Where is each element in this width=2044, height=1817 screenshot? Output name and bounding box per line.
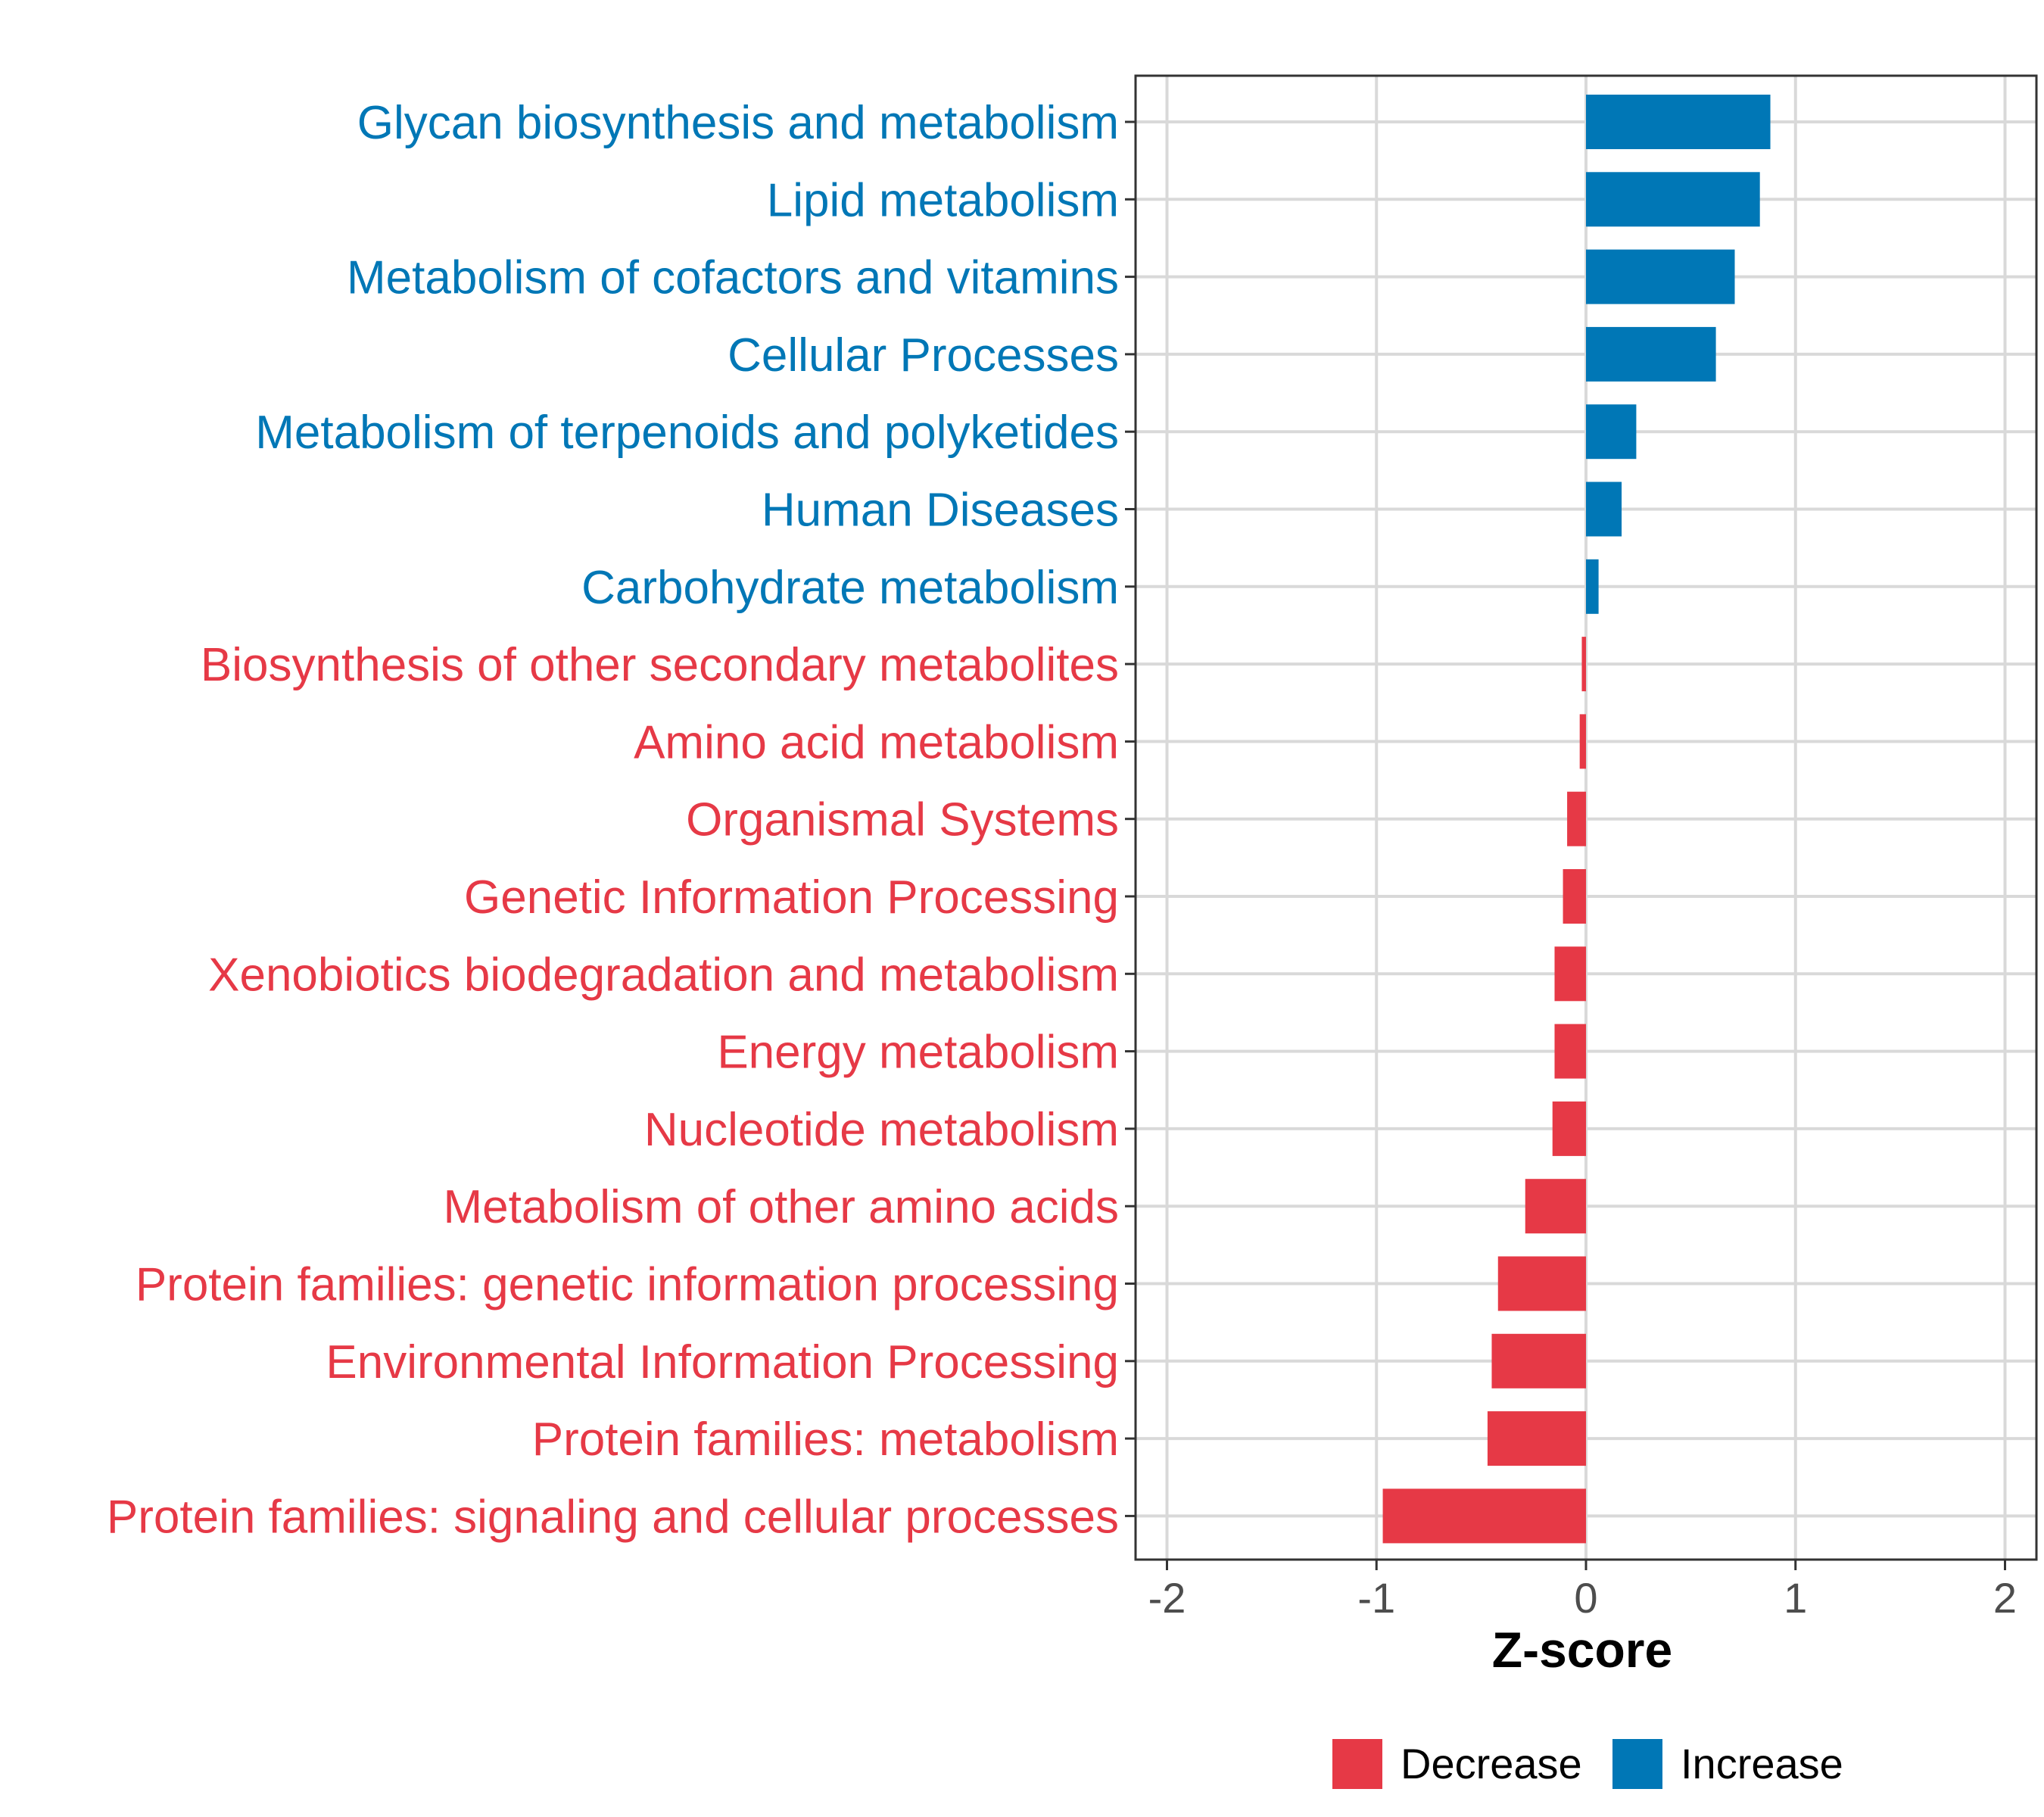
category-label: Genetic Information Processing (464, 871, 1119, 924)
category-label: Carbohydrate metabolism (581, 562, 1119, 614)
bar (1552, 1101, 1586, 1156)
bars (1382, 95, 1771, 1544)
bar (1586, 326, 1716, 382)
category-label: Organismal Systems (686, 794, 1119, 846)
bar (1586, 249, 1735, 304)
category-labels: Glycan biosynthesis and metabolism Lipid … (107, 97, 1119, 1543)
category-label: Xenobiotics biodegradation and metabolis… (208, 949, 1119, 1001)
x-tick-label: -1 (1357, 1574, 1395, 1622)
category-label: Biosynthesis of other secondary metaboli… (201, 639, 1119, 691)
category-label: Nucleotide metabolism (644, 1104, 1119, 1156)
bar (1554, 1024, 1586, 1079)
category-label: Cellular Processes (728, 329, 1119, 382)
bar (1487, 1411, 1586, 1466)
legend-label: Decrease (1401, 1740, 1582, 1787)
bar (1497, 1256, 1586, 1311)
bar (1554, 946, 1586, 1002)
category-label: Protein families: genetic information pr… (136, 1259, 1119, 1311)
x-tick-label: 0 (1574, 1574, 1597, 1622)
x-tick-label: 1 (1784, 1574, 1807, 1622)
legend-swatch (1332, 1739, 1382, 1789)
bar (1586, 482, 1622, 537)
legend: Decrease Increase (1332, 1739, 1843, 1789)
category-label: Metabolism of cofactors and vitamins (347, 252, 1119, 304)
category-label: Protein families: signaling and cellular… (107, 1491, 1119, 1543)
bar (1586, 559, 1599, 614)
category-label: Metabolism of terpenoids and polyketides (255, 407, 1119, 459)
legend-swatch (1612, 1739, 1662, 1789)
axis-ticks (1125, 120, 2006, 1570)
category-label: Glycan biosynthesis and metabolism (357, 97, 1119, 149)
category-label: Human Diseases (762, 485, 1119, 537)
x-tick-label: -2 (1148, 1574, 1186, 1622)
bar (1567, 791, 1586, 846)
bar (1563, 869, 1586, 924)
x-tick-label: 2 (1993, 1574, 2017, 1622)
category-label: Metabolism of other amino acids (443, 1181, 1119, 1233)
bar (1525, 1179, 1586, 1234)
category-label: Lipid metabolism (767, 174, 1119, 226)
category-label: Amino acid metabolism (634, 716, 1119, 768)
bar (1586, 172, 1760, 227)
bar (1586, 404, 1637, 460)
bar (1579, 714, 1586, 769)
category-label: Protein families: metabolism (532, 1413, 1119, 1466)
bar (1491, 1333, 1586, 1388)
bar (1581, 637, 1586, 692)
x-axis-title: Z-score (1492, 1622, 1672, 1678)
legend-label: Increase (1681, 1740, 1843, 1787)
x-tick-labels: -2 -1 0 1 2 (1148, 1574, 2017, 1622)
category-label: Energy metabolism (717, 1027, 1119, 1079)
bar (1382, 1488, 1586, 1544)
category-label: Environmental Information Processing (326, 1336, 1119, 1388)
bar (1586, 95, 1771, 149)
